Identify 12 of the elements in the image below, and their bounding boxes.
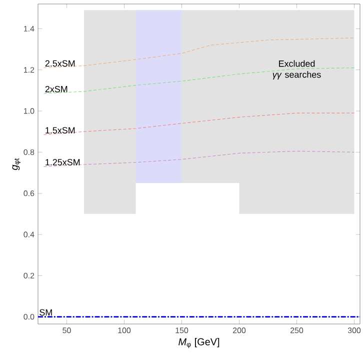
line-series — [43, 67, 355, 94]
series-label: 1.25xSM — [46, 159, 80, 166]
y-axis-title: g$_{φt}$ — [12, 158, 21, 170]
line-series — [43, 150, 355, 167]
line-series — [43, 38, 355, 68]
x-axis-title: M$_{φ}$ [GeV] — [178, 338, 220, 348]
line-series — [43, 112, 355, 135]
series-label: SM — [40, 309, 52, 316]
series-label: 2.5xSM — [45, 60, 75, 67]
series-label: 1.5xSM — [46, 127, 75, 134]
annotation: Excluded γγ searches — [272, 60, 321, 80]
series-label: 2xSM — [45, 86, 68, 92]
